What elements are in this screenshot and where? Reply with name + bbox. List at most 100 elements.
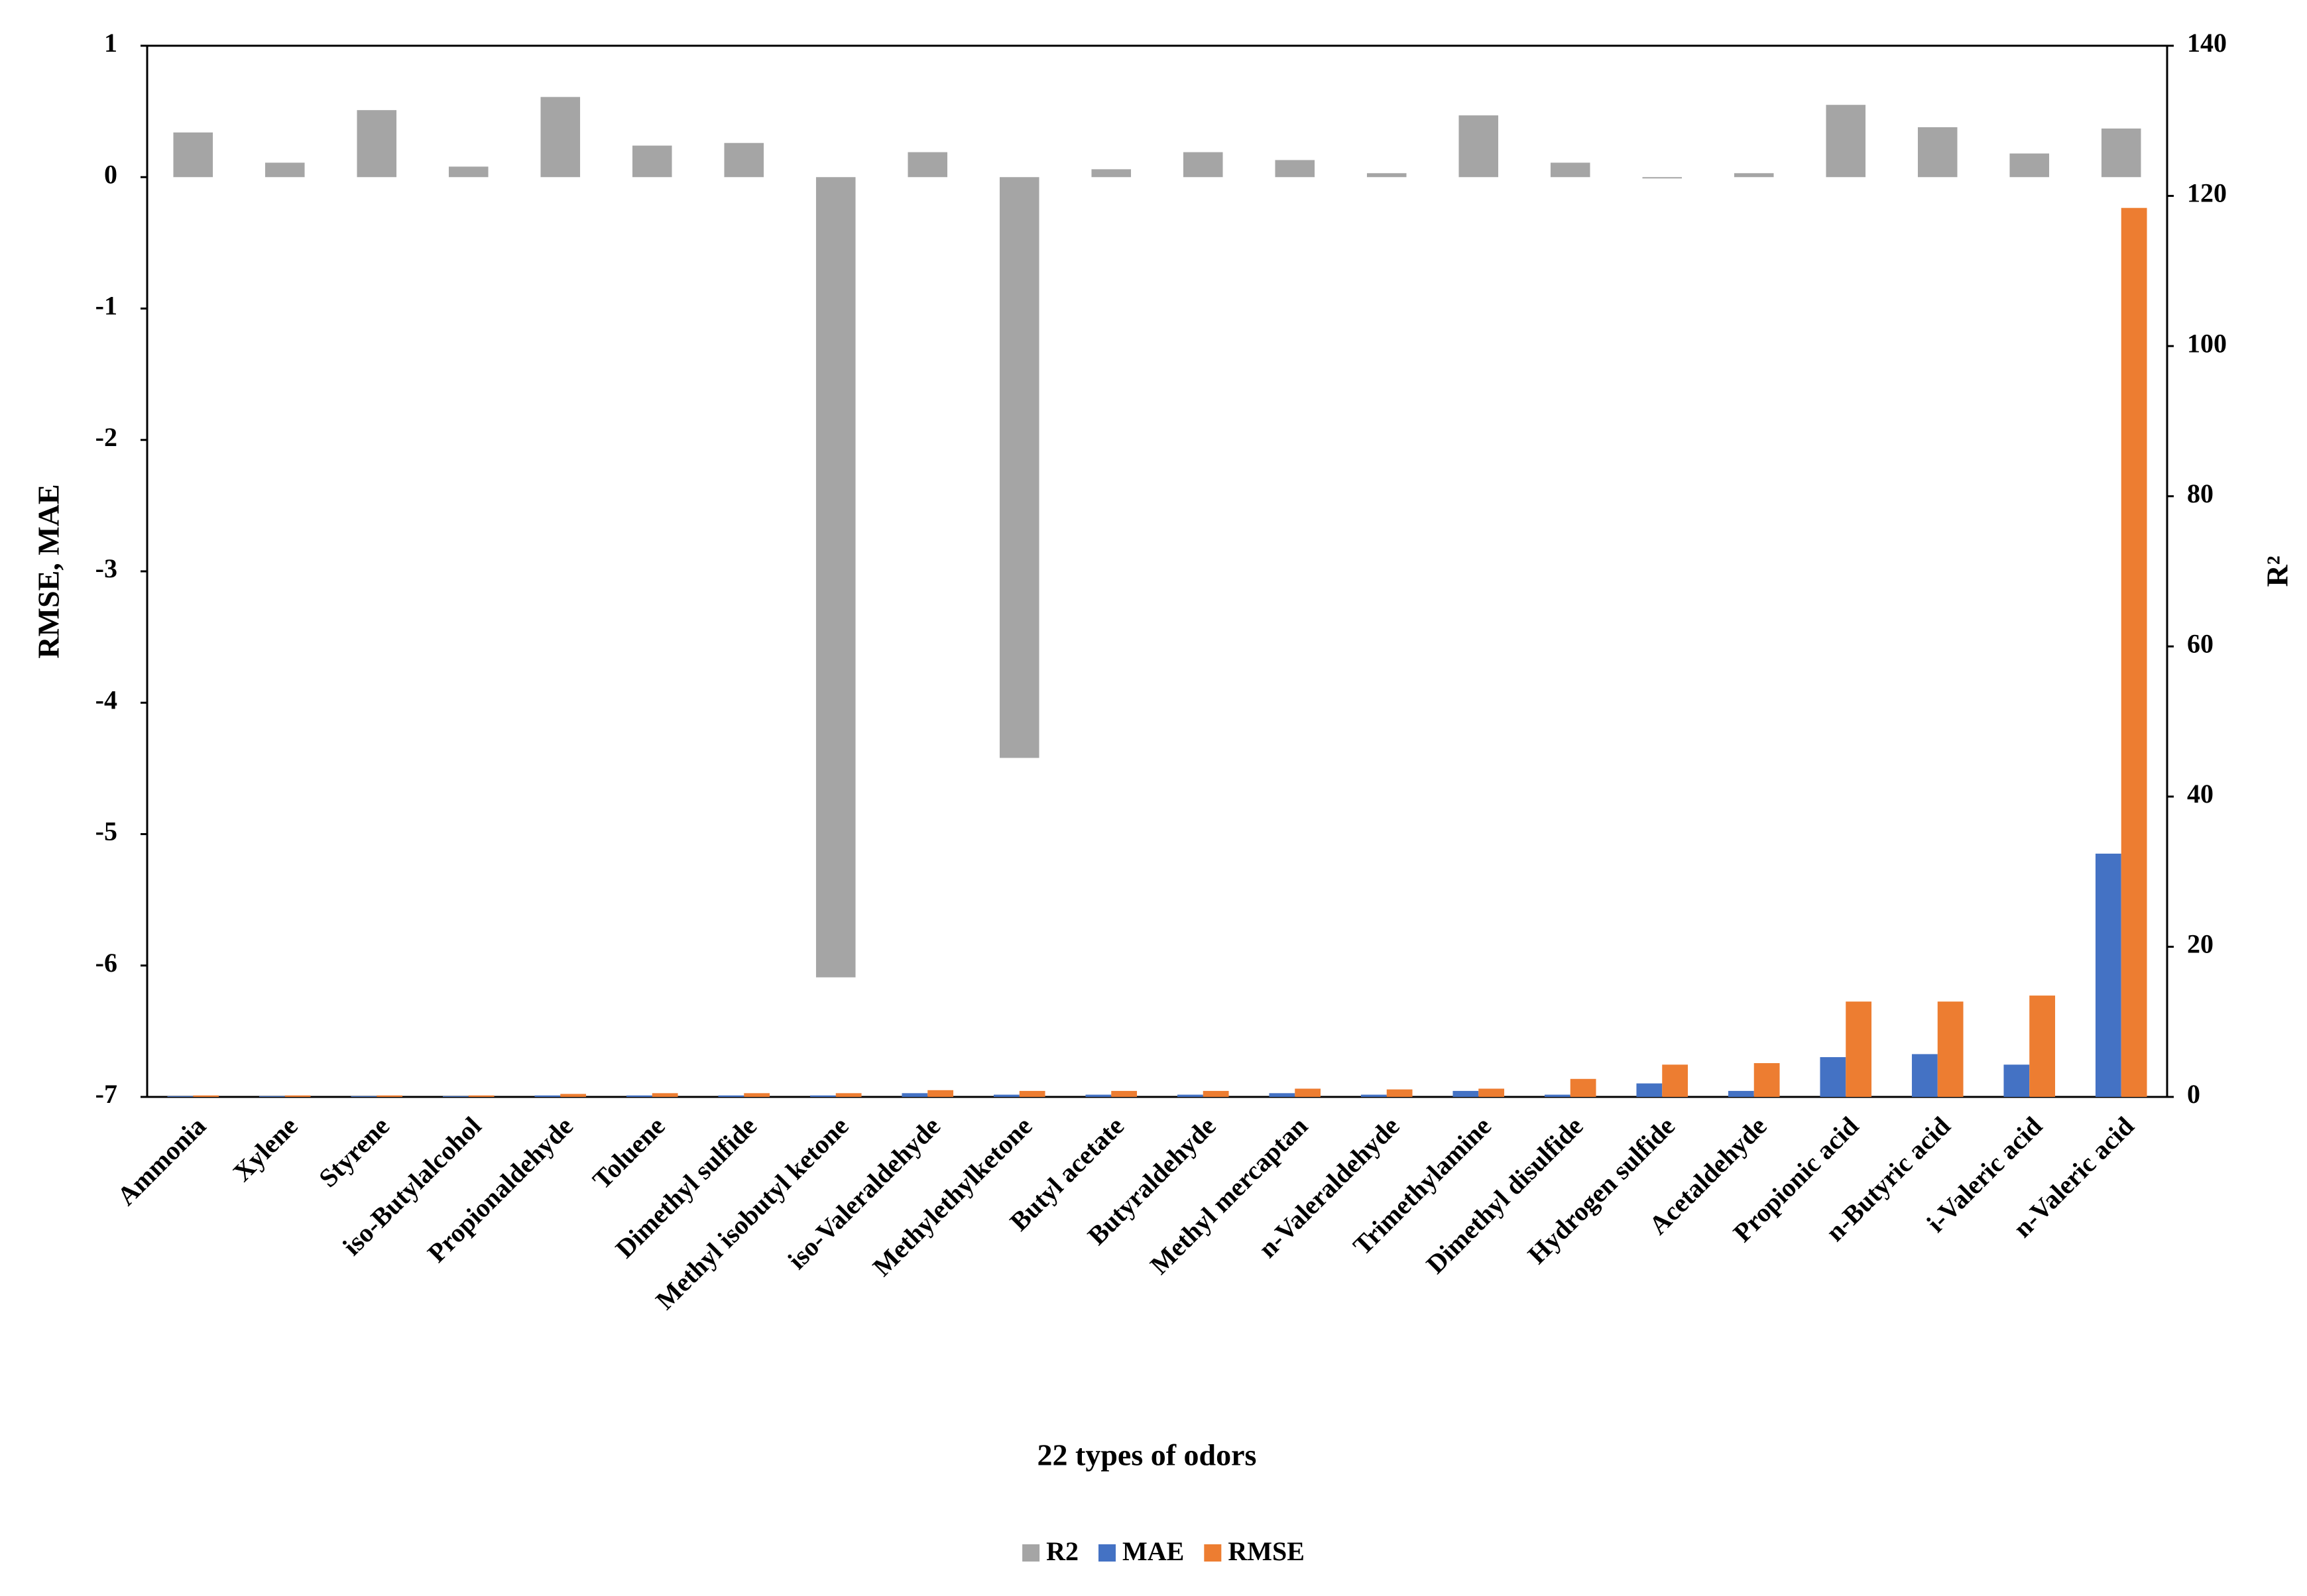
- bar: [1458, 115, 1499, 178]
- legend-label: MAE: [1122, 1536, 1184, 1566]
- plot-frame: [146, 44, 2168, 1098]
- y2-tick-label: 80: [2187, 479, 2214, 508]
- bar: [902, 1093, 928, 1097]
- bar: [908, 152, 948, 178]
- bar: [1386, 1089, 1413, 1097]
- y2-tick-label: 60: [2187, 628, 2214, 658]
- bar: [1269, 1093, 1295, 1097]
- x-tick-label: iso-Valeraldehyde: [782, 1111, 946, 1275]
- bar: [1275, 160, 1315, 178]
- bar: [999, 177, 1039, 758]
- bar: [167, 1096, 194, 1097]
- bar: [1091, 169, 1132, 178]
- bar: [1636, 1083, 1663, 1097]
- y2-tick-label: 140: [2187, 28, 2227, 58]
- bar: [1734, 173, 1774, 178]
- bar: [835, 1093, 862, 1097]
- bar: [1662, 1064, 1688, 1097]
- y-tick-label: 0: [104, 159, 117, 189]
- bar: [560, 1094, 587, 1097]
- bar: [626, 1095, 652, 1097]
- legend-label: RMSE: [1228, 1536, 1305, 1566]
- bar: [1570, 1078, 1596, 1097]
- y-tick-label: -7: [95, 1079, 117, 1109]
- bar: [1846, 1001, 1872, 1097]
- bar: [1820, 1056, 1846, 1097]
- y-axis-title: RMSE, MAE: [32, 484, 66, 658]
- legend-swatch: [1022, 1544, 1040, 1562]
- bar: [2121, 207, 2147, 1097]
- bar: [1203, 1090, 1229, 1097]
- bar: [724, 142, 764, 178]
- bar: [1360, 1094, 1387, 1097]
- x-tick-label: Dimethyl disulfide: [1420, 1111, 1588, 1279]
- bar: [284, 1095, 311, 1097]
- bar: [993, 1094, 1020, 1097]
- y-tick-label: -2: [95, 422, 117, 452]
- y-tick-label: 1: [104, 28, 117, 58]
- y-tick-label: -4: [95, 685, 117, 714]
- bar: [173, 132, 213, 178]
- bar: [377, 1095, 403, 1097]
- bar: [1366, 173, 1407, 178]
- bar: [1911, 1054, 1938, 1097]
- bar: [1177, 1094, 1203, 1097]
- x-tick-label: Toluene: [587, 1111, 671, 1195]
- bar: [540, 97, 581, 178]
- bar: [1111, 1090, 1138, 1097]
- x-tick-label: Ammonia: [111, 1111, 211, 1211]
- bar: [193, 1095, 219, 1097]
- bar: [448, 166, 489, 178]
- bar: [1452, 1090, 1479, 1097]
- y2-tick-label: 100: [2187, 328, 2227, 358]
- legend-swatch: [1204, 1544, 1222, 1562]
- bar: [744, 1093, 770, 1097]
- bar: [1478, 1088, 1505, 1097]
- bar: [2029, 996, 2056, 1097]
- bar: [1295, 1088, 1321, 1097]
- bar: [1753, 1063, 1780, 1097]
- bar: [809, 1095, 836, 1097]
- y-tick-label: -6: [95, 948, 117, 978]
- bar: [357, 110, 397, 178]
- bar: [2003, 1064, 2030, 1097]
- bar: [1019, 1090, 1045, 1097]
- bar: [265, 162, 305, 178]
- bar: [1550, 162, 1590, 178]
- bar: [1544, 1094, 1570, 1097]
- y-tick-label: -3: [95, 553, 117, 583]
- y2-axis-title: R²: [2261, 555, 2294, 587]
- bar: [718, 1095, 744, 1097]
- bar: [1728, 1090, 1754, 1097]
- x-tick-label: Styrene: [313, 1111, 395, 1193]
- bar: [815, 177, 856, 978]
- y-tick-label: -1: [95, 291, 117, 321]
- x-axis-title: 22 types of odors: [1037, 1438, 1257, 1472]
- x-tick-label: Methyl mercaptan: [1144, 1111, 1313, 1280]
- bar: [1826, 105, 1866, 178]
- bar: [1085, 1094, 1112, 1097]
- bar: [2101, 128, 2141, 178]
- bar: [1183, 152, 1223, 178]
- bar: [2009, 153, 2050, 178]
- legend-label: R2: [1046, 1536, 1079, 1566]
- y2-tick-label: 40: [2187, 779, 2214, 809]
- y2-tick-label: 20: [2187, 929, 2214, 959]
- bar: [1642, 177, 1683, 179]
- bar: [534, 1095, 561, 1097]
- bar: [1937, 1001, 1964, 1097]
- bar: [927, 1090, 954, 1097]
- bar: [2095, 853, 2121, 1097]
- bar: [632, 145, 672, 178]
- bar: [652, 1093, 678, 1097]
- bar: [468, 1095, 495, 1097]
- legend-swatch: [1098, 1544, 1116, 1562]
- bar: [259, 1096, 285, 1097]
- bar: [442, 1096, 469, 1097]
- bar: [351, 1096, 377, 1097]
- bar: [1917, 127, 1958, 178]
- y2-tick-label: 120: [2187, 178, 2227, 208]
- x-tick-label: Xylene: [227, 1111, 304, 1187]
- x-tick-label: Methylethylketone: [867, 1111, 1038, 1282]
